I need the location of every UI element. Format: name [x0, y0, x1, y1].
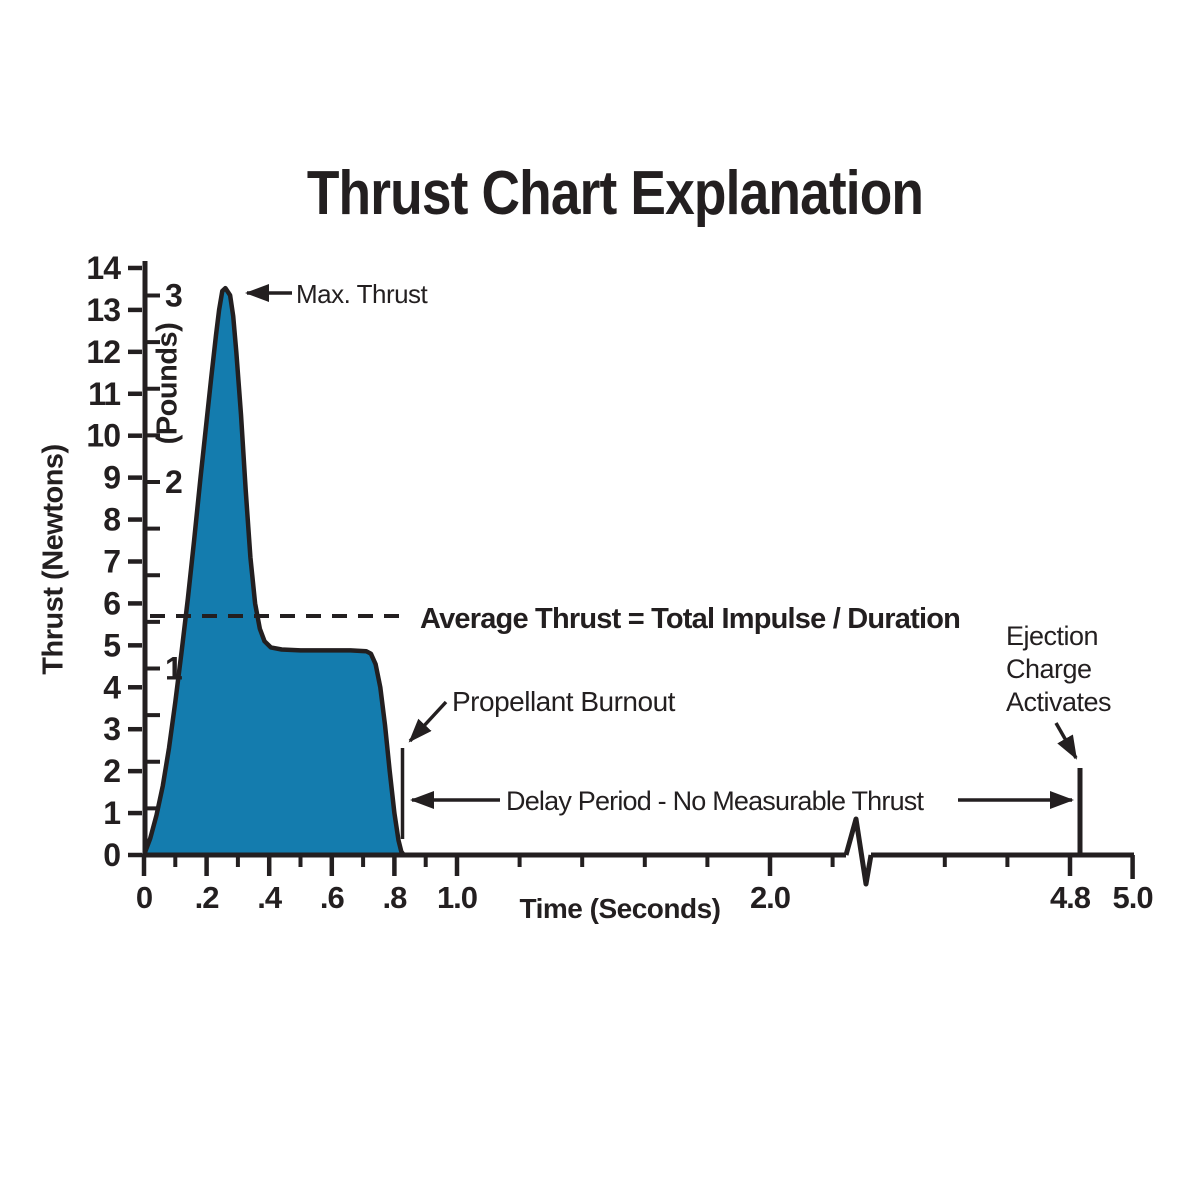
x-tick-label-4.8: 4.8: [1050, 880, 1091, 915]
newton-tick-label-7: 7: [103, 543, 120, 579]
newton-tick-label-6: 6: [103, 585, 120, 621]
newton-tick-label-9: 9: [103, 460, 120, 496]
annotation-ejection-charge: Ejection Charge Activates: [1006, 621, 1112, 717]
pound-tick-label-3: 3: [165, 277, 183, 313]
x-axis-label: Time (Seconds): [519, 893, 721, 924]
annotation-delay-period: Delay Period - No Measurable Thrust: [506, 786, 924, 816]
x-tick-label-0: 0: [136, 880, 152, 915]
x-tick-label-.8: .8: [382, 880, 407, 915]
y-axis-label-newtons: Thrust (Newtons): [37, 444, 70, 675]
newton-tick-label-2: 2: [103, 753, 120, 789]
newton-tick-label-0: 0: [103, 837, 120, 873]
x-tick-label-.2: .2: [195, 880, 219, 915]
y-axis-label-pounds: (Pounds): [151, 322, 184, 445]
chart-title: Thrust Chart Explanation: [306, 159, 924, 228]
pound-tick-label-1: 1: [165, 650, 183, 686]
propellant-burnout-arrow: [408, 700, 448, 743]
newton-tick-label-5: 5: [103, 627, 120, 663]
x-axis-break-squiggle: [843, 816, 874, 887]
ejection-charge-arrow: [1054, 722, 1078, 760]
newton-tick-label-11: 11: [88, 376, 120, 412]
newton-tick-label-3: 3: [103, 711, 120, 747]
annotation-arrows: [245, 284, 1078, 809]
x-tick-label-1.0: 1.0: [437, 880, 477, 915]
newton-tick-label-14: 14: [86, 250, 121, 286]
axes: [142, 261, 1134, 887]
newton-tick-label-4: 4: [103, 669, 121, 705]
newton-tick-label-10: 10: [86, 418, 120, 454]
newton-tick-label-8: 8: [103, 502, 120, 538]
annotation-max-thrust: Max. Thrust: [296, 279, 428, 309]
x-tick-label-.4: .4: [257, 880, 283, 915]
pound-tick-label-2: 2: [165, 464, 183, 500]
x-tick-label-5.0: 5.0: [1113, 880, 1153, 915]
x-tick-label-.6: .6: [320, 880, 345, 915]
x-tick-label-2.0: 2.0: [750, 880, 790, 915]
newton-tick-label-13: 13: [86, 292, 120, 328]
annotation-propellant-burnout: Propellant Burnout: [452, 686, 675, 717]
newton-tick-label-1: 1: [103, 795, 120, 831]
annotation-average-thrust: Average Thrust = Total Impulse / Duratio…: [420, 603, 961, 635]
newton-tick-label-12: 12: [86, 334, 120, 370]
